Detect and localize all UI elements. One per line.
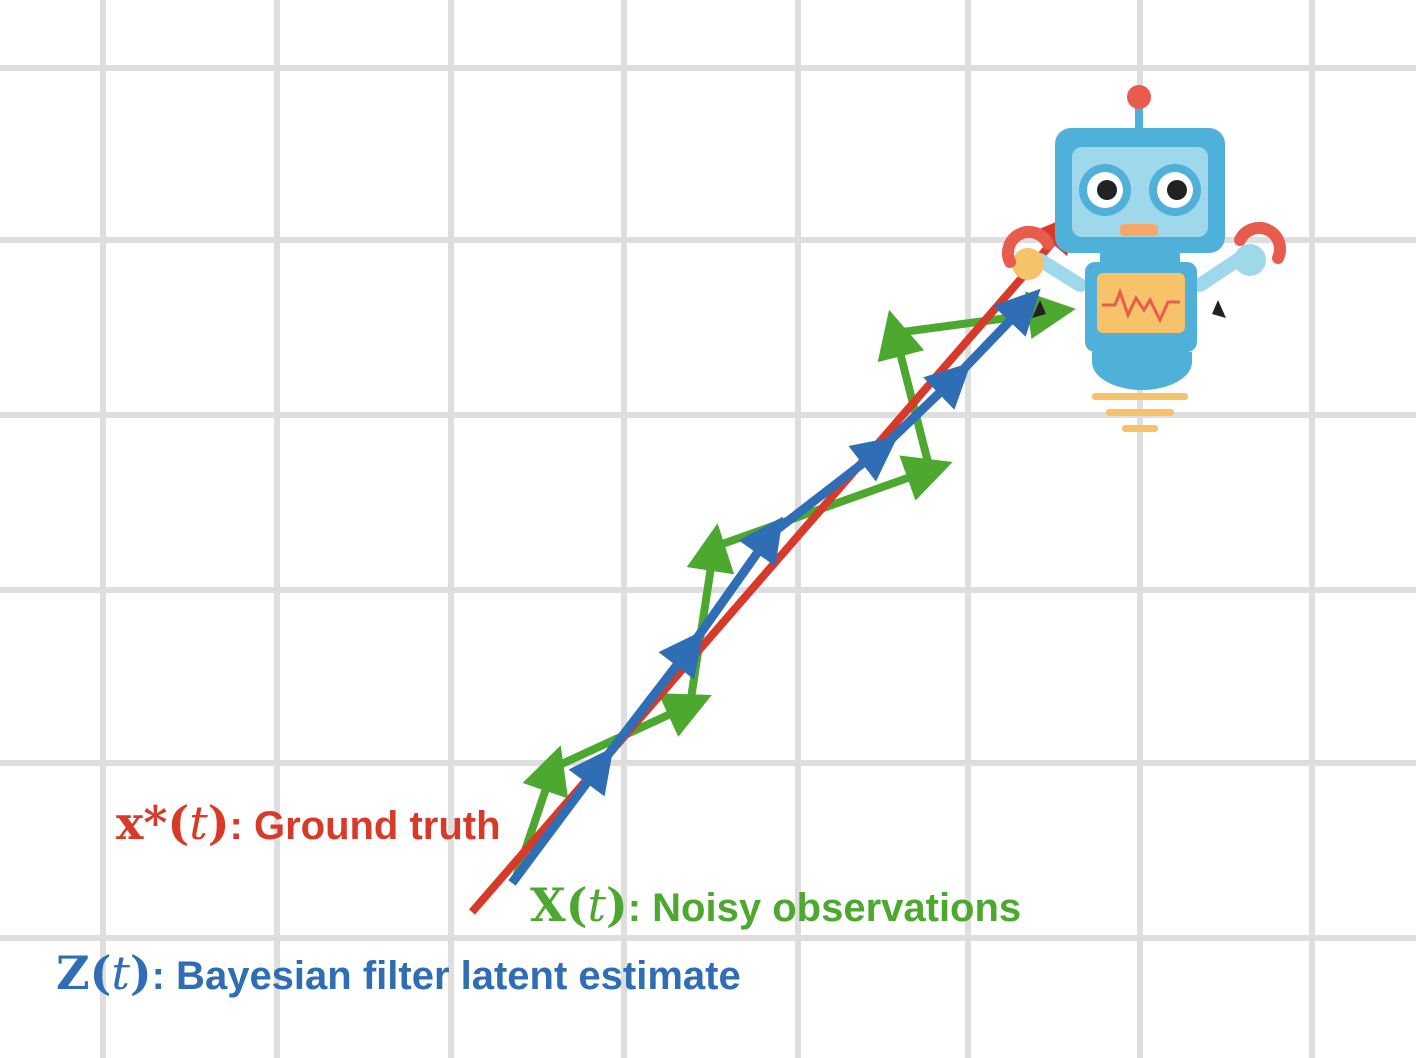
estimate-step [951,288,1041,382]
ground-truth-text: : Ground truth [229,804,501,848]
robot-icon [1002,85,1286,432]
latent-estimate-label: Z(t): Bayesian filter latent estimate [56,950,741,996]
latent-estimate-path [508,288,1041,886]
noisy-observations-label: X(t): Noisy observations [530,882,1021,928]
estimate-step [767,436,898,539]
noisy-observations-text: : Noisy observations [627,886,1022,930]
estimate-step [876,362,972,454]
ground-truth-label: x*(t): Ground truth [116,800,501,846]
ground-truth-symbol: x*(t) [116,796,230,850]
noisy-observations-symbol: X(t) [530,878,628,932]
noisy-observations-path [511,291,1076,882]
latent-estimate-symbol: Z(t) [56,946,152,1000]
observation-step [511,745,569,882]
ground-truth-arrow [468,212,1079,915]
latent-estimate-text: : Bayesian filter latent estimate [151,954,741,998]
estimate-step [686,516,784,651]
estimate-step [596,630,704,768]
estimate-step [508,746,614,886]
